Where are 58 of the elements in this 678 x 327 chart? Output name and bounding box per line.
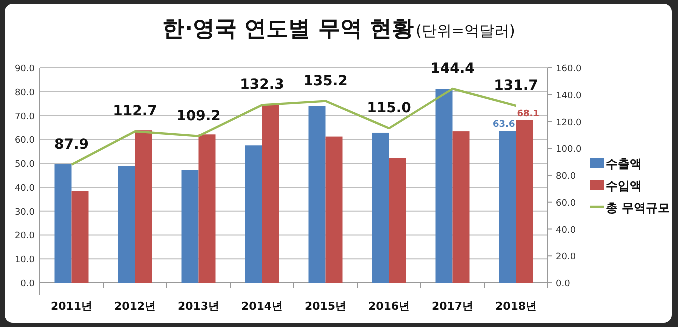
data-label: 135.2 [304, 73, 348, 90]
data-label: 132.3 [240, 77, 284, 94]
legend-label: 수입액 [606, 179, 642, 193]
chart-subtitle: (단위=억달러) [416, 22, 516, 40]
y-tick-label: 70.0 [14, 112, 36, 122]
data-label: 115.0 [367, 100, 412, 116]
y2-tick-label: 160.0 [556, 64, 582, 74]
x-tick-label: 2015년 [304, 300, 347, 313]
y-tick-label: 30.0 [14, 208, 36, 218]
data-label: 68.1 [517, 109, 540, 120]
x-tick-label: 2018년 [495, 300, 538, 313]
bar [72, 192, 89, 283]
bar [245, 146, 262, 283]
bar [182, 170, 199, 283]
bar [436, 90, 453, 283]
data-label: 109.2 [176, 108, 221, 124]
y2-tick-label: 100.0 [556, 145, 582, 156]
data-label: 112.7 [113, 104, 158, 120]
legend-label: 총 무역규모 [606, 201, 670, 215]
y-tick-label: 50.0 [14, 160, 36, 170]
chart-title: 한·영국 연도별 무역 현황 [162, 17, 414, 42]
data-label: 131.7 [494, 78, 538, 94]
y-tick-label: 20.0 [14, 232, 36, 242]
bar [118, 166, 136, 283]
x-tick-label: 2014년 [241, 300, 284, 313]
x-tick-label: 2011년 [50, 300, 93, 313]
x-tick-label: 2017년 [432, 300, 474, 313]
y2-tick-label: 80.0 [556, 172, 576, 182]
y2-tick-label: 120.0 [556, 118, 582, 128]
x-tick-label: 2016년 [368, 300, 410, 313]
x-tick-label: 2012년 [114, 300, 156, 313]
bar [198, 134, 216, 283]
bar [326, 136, 343, 283]
y-tick-label: 80.0 [14, 88, 36, 98]
y2-tick-label: 60.0 [556, 198, 576, 209]
y-tick-label: 0.0 [20, 280, 36, 290]
bar [372, 132, 390, 283]
bar [389, 158, 406, 283]
bar [516, 120, 534, 283]
y-tick-label: 90.0 [14, 64, 36, 74]
data-label: 63.6 [493, 120, 516, 130]
bar [135, 130, 152, 283]
data-label: 144.4 [430, 60, 476, 77]
bar [262, 104, 280, 283]
y2-tick-label: 40.0 [556, 226, 576, 236]
bar [308, 106, 326, 283]
y-tick-label: 10.0 [14, 256, 36, 266]
x-tick-label: 2013년 [178, 300, 220, 313]
bar [54, 164, 72, 283]
bar [499, 131, 516, 283]
y-tick-label: 60.0 [14, 136, 36, 146]
legend-label: 수출액 [606, 157, 642, 171]
y2-tick-label: 20.0 [556, 252, 576, 263]
data-label: 87.9 [54, 136, 90, 153]
y-tick-label: 40.0 [14, 184, 36, 194]
y2-tick-label: 0.0 [556, 280, 571, 290]
bar [452, 132, 470, 283]
y2-tick-label: 140.0 [556, 91, 582, 102]
